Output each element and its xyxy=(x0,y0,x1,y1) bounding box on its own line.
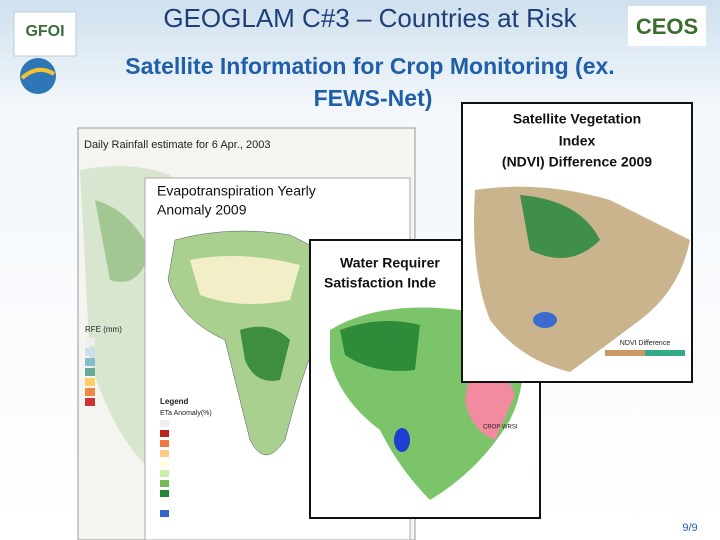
sahara xyxy=(190,256,300,304)
gfoi-logo: GFOI xyxy=(13,11,77,57)
swatch xyxy=(85,338,95,346)
ceos-logo: CEOS xyxy=(628,6,706,46)
logo-text: GFOI xyxy=(25,23,64,40)
map-label: Evapotranspiration Yearly xyxy=(157,183,316,199)
swatch xyxy=(160,430,169,437)
logo-box xyxy=(13,11,77,57)
ndvi-map: Satellite Vegetation Index (NDVI) Differ… xyxy=(461,102,693,383)
logo-circle xyxy=(20,58,56,94)
swatch xyxy=(160,450,169,457)
logo-box xyxy=(628,6,706,46)
legend-heading: Legend xyxy=(160,397,189,406)
rain-legend xyxy=(85,338,95,406)
rain-area xyxy=(95,200,150,282)
logo-text: CEOS xyxy=(636,14,698,39)
swatch xyxy=(160,440,169,447)
map-label: Anomaly 2009 xyxy=(157,202,247,218)
swatch xyxy=(160,510,169,517)
slide-title: GEOGLAM C#3 – Countries at Risk xyxy=(163,3,577,33)
swatch xyxy=(160,460,169,467)
swatch xyxy=(160,470,169,477)
side-logo xyxy=(20,58,56,94)
legend-title: NDVI Difference xyxy=(620,340,671,347)
map-label: Index xyxy=(559,133,596,149)
good-area xyxy=(340,321,420,371)
swatch xyxy=(160,490,169,497)
legend-bar xyxy=(645,350,685,356)
map-title: Daily Rainfall estimate for 6 Apr., 2003 xyxy=(84,139,270,151)
swatch xyxy=(85,398,95,406)
legend-title: CROP WRSI xyxy=(483,425,518,431)
swatch xyxy=(85,378,95,386)
failure-area xyxy=(465,369,515,440)
et-legend xyxy=(160,420,169,517)
wet-area xyxy=(240,326,290,381)
map-label: Satellite Vegetation xyxy=(513,111,641,127)
map-label: (NDVI) Difference 2009 xyxy=(502,154,652,170)
swatch xyxy=(160,420,169,427)
swatch xyxy=(85,348,95,356)
swatch xyxy=(85,368,95,376)
subtitle: FEWS-Net) xyxy=(314,85,433,111)
page-number: 9/9 xyxy=(682,522,697,534)
subtitle: Satellite Information for Crop Monitorin… xyxy=(125,53,614,79)
swatch xyxy=(85,388,95,396)
lake xyxy=(394,428,410,452)
swatch xyxy=(85,358,95,366)
swatch xyxy=(160,480,169,487)
logo-swoosh xyxy=(20,67,56,80)
legend-title: RFE (mm) xyxy=(85,325,122,334)
lake xyxy=(533,312,557,328)
map-label: Water Requirer xyxy=(340,255,440,271)
map-label: Satisfaction Inde xyxy=(324,275,436,291)
green-area xyxy=(520,195,600,258)
legend-title: ETa Anomaly(%) xyxy=(160,410,212,417)
